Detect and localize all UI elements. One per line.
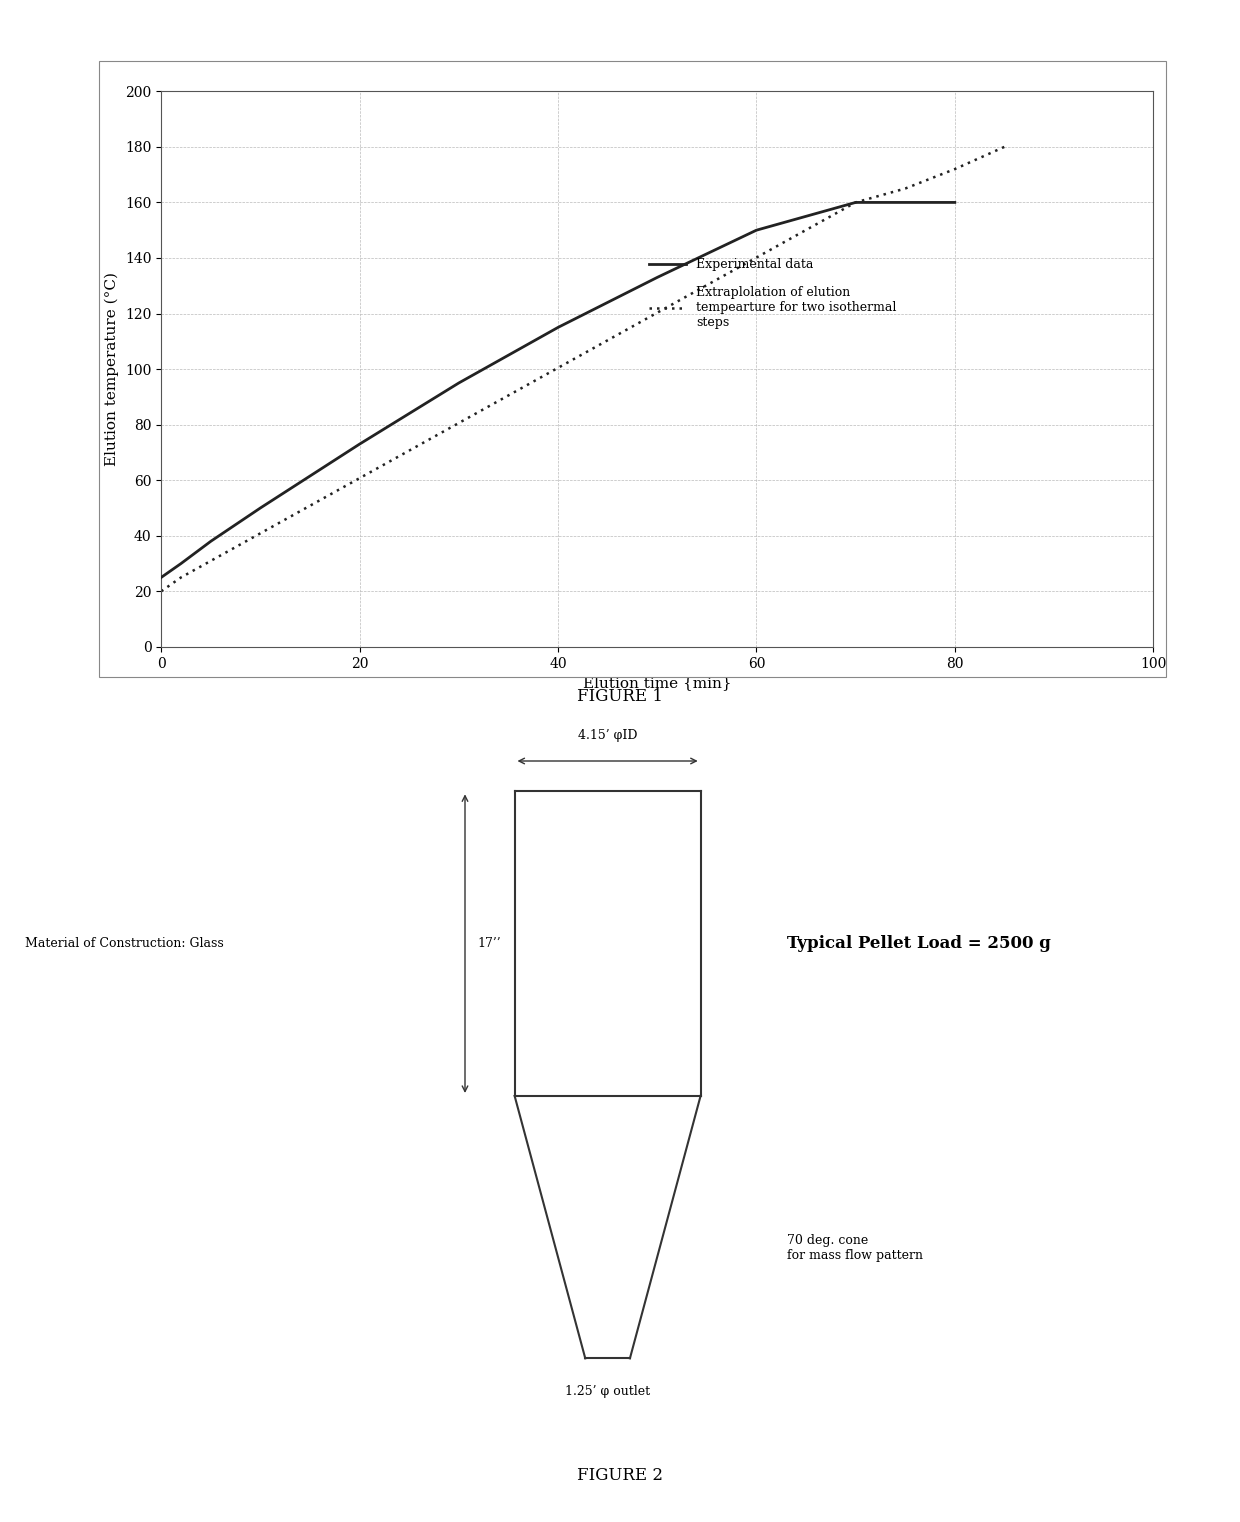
- Experimental data: [174, 554, 188, 572]
- Legend: Experimental data, Extraplolation of elution
tempearture for two isothermal
step: Experimental data, Extraplolation of elu…: [644, 253, 901, 335]
- Experimental data: [203, 533, 218, 551]
- Extraplolation of elution
tempearture for two isothermal
steps: [848, 193, 863, 212]
- Extraplolation of elution
tempearture for two isothermal
steps: [947, 160, 962, 178]
- Experimental data: [848, 193, 863, 212]
- Line: Extraplolation of elution
tempearture for two isothermal
steps: Extraplolation of elution tempearture fo…: [161, 148, 1004, 591]
- Experimental data: [551, 318, 565, 336]
- Extraplolation of elution
tempearture for two isothermal
steps: [174, 568, 188, 586]
- Text: 1.25’ φ outlet: 1.25’ φ outlet: [565, 1385, 650, 1399]
- Y-axis label: Elution temperature (°C): Elution temperature (°C): [105, 272, 119, 466]
- Experimental data: [650, 268, 665, 286]
- Text: 17’’: 17’’: [477, 938, 501, 950]
- Text: 4.15’ φID: 4.15’ φID: [578, 729, 637, 741]
- Text: Typical Pellet Load = 2500 g: Typical Pellet Load = 2500 g: [787, 935, 1052, 953]
- X-axis label: Elution time {min}: Elution time {min}: [583, 676, 732, 689]
- Line: Experimental data: Experimental data: [161, 202, 955, 577]
- Extraplolation of elution
tempearture for two isothermal
steps: [997, 139, 1012, 157]
- Experimental data: [749, 221, 764, 239]
- Experimental data: [898, 193, 913, 212]
- Experimental data: [154, 568, 169, 586]
- Text: FIGURE 1: FIGURE 1: [577, 688, 663, 705]
- Experimental data: [352, 435, 367, 454]
- Experimental data: [947, 193, 962, 212]
- Experimental data: [451, 374, 466, 393]
- Experimental data: [253, 499, 268, 517]
- Extraplolation of elution
tempearture for two isothermal
steps: [154, 581, 169, 600]
- Text: 70 deg. cone
for mass flow pattern: 70 deg. cone for mass flow pattern: [787, 1234, 924, 1262]
- Text: FIGURE 2: FIGURE 2: [577, 1467, 663, 1484]
- Extraplolation of elution
tempearture for two isothermal
steps: [898, 180, 913, 198]
- Text: Material of Construction: Glass: Material of Construction: Glass: [25, 938, 223, 950]
